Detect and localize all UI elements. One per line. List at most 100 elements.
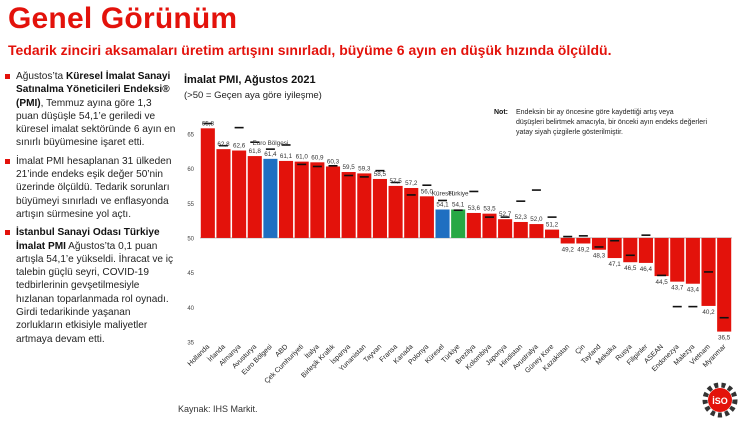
bullet-bold-text: Küresel İmalat Sanayi Satınalma Yönetici… [16, 71, 171, 109]
y-tick-label: 40 [187, 306, 194, 312]
bar-20 [513, 221, 528, 238]
bar-5 [279, 160, 294, 238]
bar-27 [623, 237, 638, 263]
value-label-31: 43,4 [687, 287, 700, 294]
bar-12 [388, 185, 403, 238]
value-label-14: 56,0 [421, 188, 434, 195]
y-tick-label: 50 [187, 236, 194, 242]
value-label-24: 49,2 [577, 246, 590, 253]
previous-month-markers [203, 122, 729, 319]
value-label-5: 61,1 [280, 153, 293, 160]
chart-subtitle: (>50 = Geçen aya göre iyileşme) [184, 90, 322, 101]
highlight-label-16: Türkiye [448, 190, 469, 197]
bar-16 [451, 209, 466, 238]
value-label-0: 65,8 [202, 120, 215, 127]
pmi-bar-chart: İmalat PMI, Ağustos 2021 (>50 = Geçen ay… [184, 73, 732, 385]
chart-note-line: yatay siyah çizgilerle gösterilmiştir. [516, 129, 623, 136]
chart-note: Endeksin bir ay öncesine göre kaydettiği… [516, 109, 707, 136]
value-label-15: 54,1 [436, 201, 449, 208]
bar-23 [560, 237, 575, 244]
value-label-8: 60,3 [327, 158, 340, 165]
bar-24 [576, 237, 591, 244]
page-subtitle: Tedarik zinciri aksamaları üretim artışı… [8, 42, 612, 58]
bar-14 [419, 196, 434, 238]
y-tick-label: 60 [187, 167, 194, 173]
value-label-33: 36,5 [718, 335, 731, 342]
bar-3 [247, 156, 262, 238]
value-label-27: 46,5 [624, 265, 637, 272]
value-label-21: 52,0 [530, 216, 543, 223]
bar-17 [466, 212, 481, 238]
value-label-12: 57,5 [389, 178, 402, 185]
bar-4 [263, 158, 278, 238]
value-label-22: 51,2 [546, 222, 559, 229]
value-label-28: 46,4 [640, 266, 653, 273]
gear-icon [702, 382, 738, 418]
bar-30 [670, 237, 685, 282]
value-label-20: 52,3 [515, 214, 528, 221]
bullet-text: Ağustos’ta [16, 71, 66, 82]
y-tick-label: 45 [187, 271, 194, 277]
value-labels: 65,8 62,8 62,661,8 61,4 61,1 61,0 60,960,359,5… [202, 120, 731, 341]
value-label-13: 57,2 [405, 180, 418, 187]
bars [200, 128, 732, 332]
value-label-10: 59,3 [358, 165, 371, 172]
bar-21 [529, 224, 544, 238]
value-label-18: 53,5 [483, 206, 496, 213]
bar-11 [372, 178, 387, 238]
value-label-6: 61,0 [296, 154, 309, 161]
bar-1 [216, 149, 231, 238]
bullet-list: Ağustos’ta Küresel İmalat Sanayi Satınal… [4, 70, 176, 351]
source-note: Kaynak: IHS Markit. [178, 404, 258, 414]
category-label-0: Hollanda [187, 343, 212, 368]
bar-0 [200, 128, 215, 238]
bar-19 [498, 219, 513, 238]
bar-18 [482, 213, 497, 238]
bar-25 [591, 237, 607, 250]
note-label: Not: [494, 109, 508, 116]
y-tick-label: 55 [187, 202, 194, 208]
bullet-text: Ağustos’ta 0,1 puan artışla 54,1’e yükse… [16, 240, 174, 345]
bullet-text: , Temmuz ayına göre 1,3 puan düşüşle 54,… [16, 97, 176, 149]
value-label-4: 61,4 [264, 151, 277, 158]
bar-13 [404, 187, 419, 238]
bar-2 [232, 150, 247, 238]
bar-8 [325, 166, 341, 238]
value-label-9: 59,5 [343, 164, 356, 171]
value-label-30: 43,7 [671, 285, 684, 292]
bullet-global-pmi: Ağustos’ta Küresel İmalat Sanayi Satınal… [4, 70, 176, 150]
value-label-2: 62,6 [233, 143, 246, 150]
bar-22 [545, 229, 560, 238]
bar-31 [685, 237, 700, 284]
highlight-label-15: Küresel [432, 190, 453, 197]
page-title: Genel Görünüm [8, 2, 238, 35]
bar-29 [654, 237, 669, 277]
y-tick-label: 65 [187, 132, 194, 138]
bar-15 [435, 209, 450, 238]
value-label-19: 52,7 [499, 211, 512, 218]
value-label-29: 44,5 [655, 279, 668, 286]
bullet-country-count: İmalat PMI hesaplanan 31 ülkeden 21’inde… [4, 155, 176, 221]
bar-28 [638, 237, 653, 263]
y-tick-label: 35 [187, 341, 194, 347]
logo-text: İSO [712, 396, 728, 406]
bar-10 [357, 173, 372, 238]
value-label-16: 54,1 [452, 201, 465, 208]
iso-logo: İSO [702, 382, 738, 418]
chart-note-line: düşüşleri belirtmek amacıyla, bir önceki… [516, 119, 707, 126]
bar-9 [341, 172, 356, 238]
value-label-26: 47,1 [609, 261, 622, 268]
bullet-turkey-pmi: İstanbul Sanayi Odası Türkiye İmalat PMI… [4, 226, 176, 346]
bar-7 [310, 162, 325, 238]
highlight-label-4: Euro Bölgesi [253, 140, 289, 147]
bullet-text: İmalat PMI hesaplanan 31 ülkeden 21’inde… [16, 155, 172, 220]
value-label-25: 48,3 [593, 253, 606, 260]
value-label-17: 53,6 [468, 205, 481, 212]
value-label-1: 62,8 [217, 141, 230, 148]
category-label-24: Çin [574, 343, 586, 355]
bullet-bold-text: İstanbul Sanayi Odası Türkiye İmalat PMI [16, 227, 160, 252]
bar-6 [294, 161, 309, 238]
chart-title: İmalat PMI, Ağustos 2021 [184, 73, 316, 86]
